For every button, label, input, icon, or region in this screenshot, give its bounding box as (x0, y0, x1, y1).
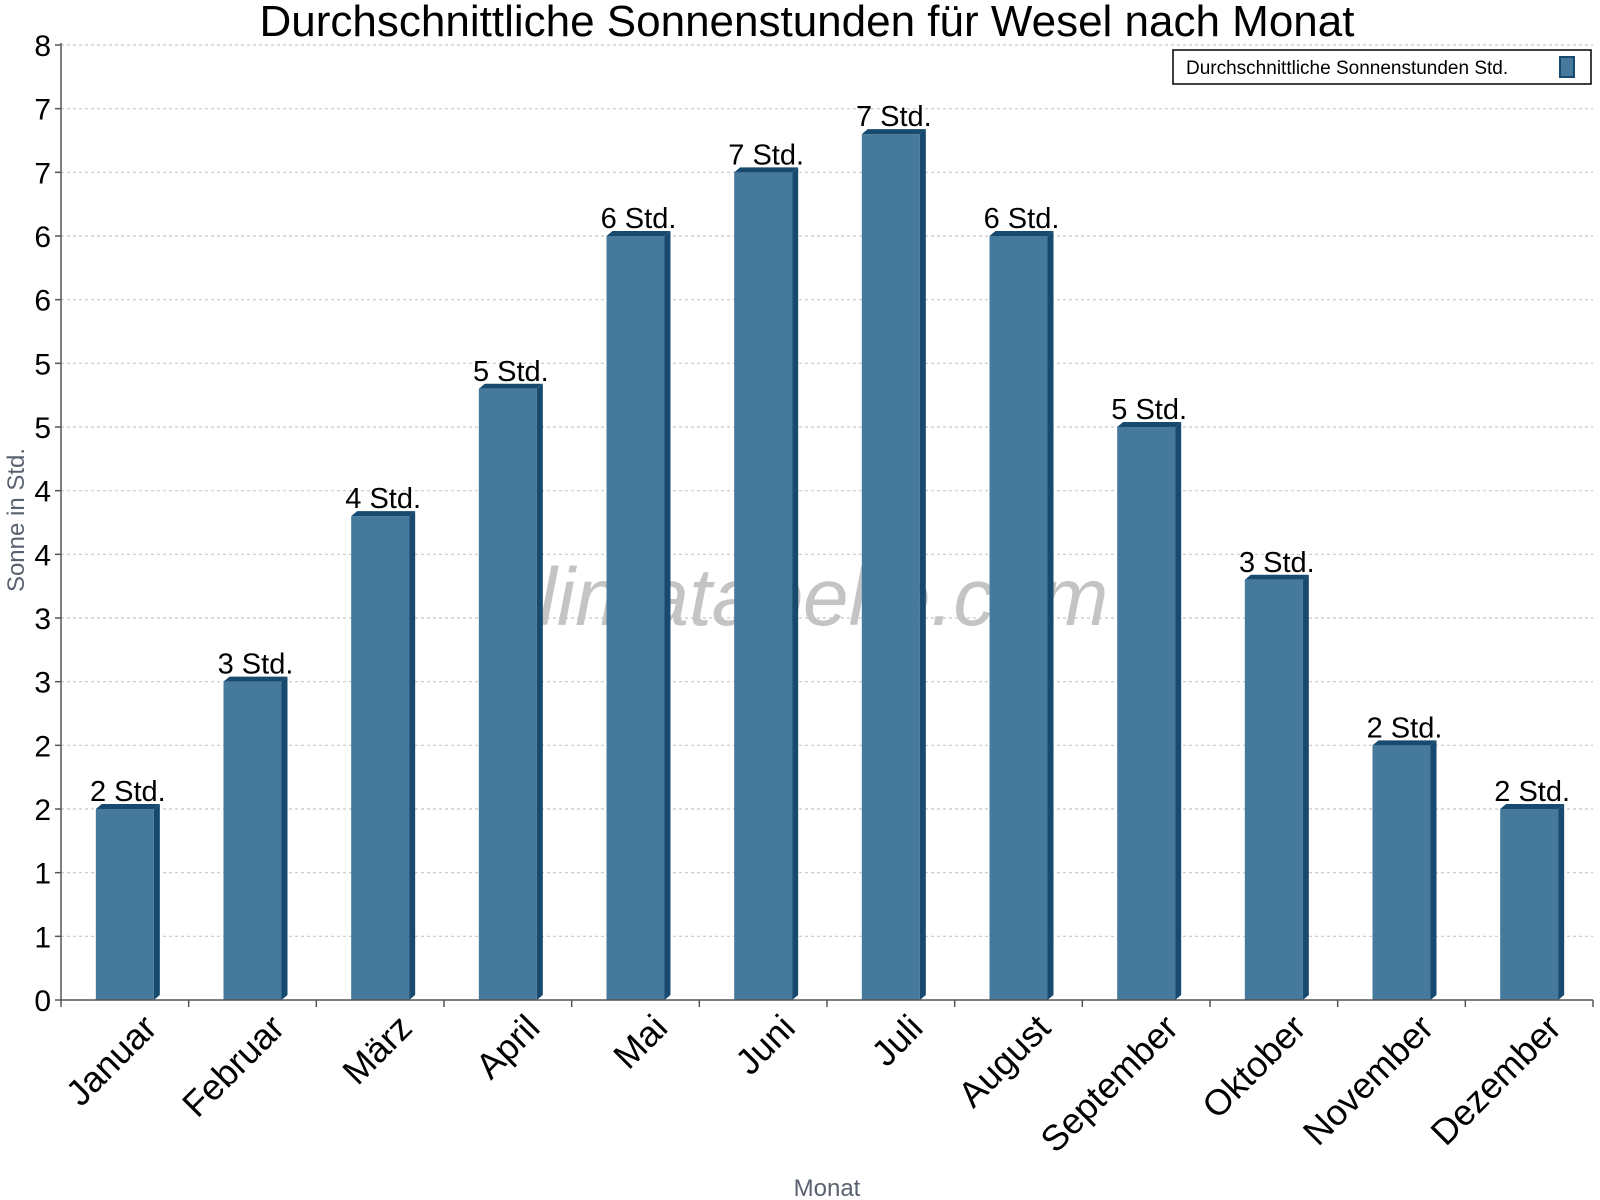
bar-side (1558, 804, 1565, 1000)
bar-value-label: 3 Std. (218, 649, 294, 681)
bar-value-label: 7 Std. (856, 101, 932, 133)
bar-top (351, 511, 416, 517)
bar-side (153, 804, 160, 1000)
legend: Durchschnittliche Sonnenstunden Std. (1172, 49, 1592, 85)
y-tick-label: 1 (34, 921, 51, 954)
grid-lines (61, 44, 1593, 937)
bar (351, 516, 410, 1000)
bar-side (1302, 574, 1309, 1000)
axes (55, 43, 1594, 1007)
bar-value-label: 5 Std. (473, 356, 549, 388)
legend-swatch (1559, 56, 1575, 78)
x-tick-label: Februar (174, 1007, 292, 1125)
y-axis-label: Sonne in Std. (3, 448, 30, 592)
y-tick-label: 7 (34, 157, 51, 190)
x-tick-label: Januar (58, 1007, 165, 1114)
chart-title: Durchschnittliche Sonnenstunden für Wese… (260, 0, 1355, 46)
x-tick-label: März (334, 1007, 420, 1093)
y-tick-label: 1 (34, 858, 51, 891)
bar-side (281, 676, 288, 1000)
x-tick-label: August (950, 1007, 1058, 1115)
bar-value-label: 2 Std. (1367, 712, 1443, 744)
y-tick-label: 0 (34, 985, 51, 1018)
bar-side (664, 231, 671, 1000)
y-tick-label: 8 (34, 30, 51, 63)
bar-value-label: 2 Std. (90, 776, 166, 808)
x-tick-label: Dezember (1422, 1007, 1568, 1153)
bar-value-label: 6 Std. (601, 203, 677, 235)
x-tick-labels: Januar Februar März April Mai Juni Juli AugustS… (58, 1007, 1569, 1161)
bar-value-label: 7 Std. (728, 139, 804, 171)
x-tick-label: Mai (605, 1007, 675, 1077)
bar (1500, 809, 1559, 1000)
y-tick-label: 6 (34, 221, 51, 254)
bar-top (734, 167, 799, 173)
bar-side (919, 129, 926, 1001)
y-tick-label: 5 (34, 412, 51, 445)
y-tick-labels: 0 1 1 2 2 3 3 4 4 5 5 6 6 7 7 8 (34, 30, 51, 1018)
bar (95, 809, 154, 1000)
legend-label: Durchschnittliche Sonnenstunden Std. (1186, 58, 1508, 79)
bar-side (409, 511, 416, 1000)
bar-side (792, 167, 799, 1001)
bar-value-label: 3 Std. (1239, 547, 1315, 579)
bar (478, 388, 537, 1000)
bar (1372, 745, 1431, 1000)
bar (989, 236, 1048, 1000)
x-axis-label: Monat (794, 1175, 861, 1200)
bar-side (1175, 422, 1182, 1000)
x-tick-label: November (1295, 1007, 1441, 1153)
x-tick-label: Oktober (1194, 1007, 1314, 1127)
y-tick-label: 4 (34, 476, 51, 509)
bar-top (861, 129, 926, 135)
bar-top (1500, 804, 1565, 809)
x-tick-label: Juni (727, 1007, 803, 1083)
bar-top (223, 676, 288, 682)
bar-value-label: 6 Std. (984, 203, 1060, 235)
y-tick-label: 3 (34, 603, 51, 636)
y-tick-label: 2 (34, 730, 51, 763)
bar-top (1372, 740, 1437, 746)
y-tick-label: 4 (34, 539, 51, 572)
x-tick-label: Juli (863, 1007, 930, 1074)
y-tick-label: 5 (34, 348, 51, 381)
y-tick-label: 6 (34, 285, 51, 318)
bar-top (478, 383, 543, 389)
bar-side (536, 383, 543, 1000)
x-tick-label: September (1032, 1007, 1186, 1161)
bar (606, 236, 665, 1000)
y-tick-label: 3 (34, 667, 51, 700)
y-tick-label: 2 (34, 794, 51, 827)
bar (861, 134, 920, 1001)
bar (223, 681, 282, 1000)
bar-top (1244, 574, 1309, 580)
legend-box (1172, 49, 1592, 85)
bar-top (989, 231, 1054, 236)
bar-value-label: 4 Std. (345, 483, 421, 515)
bar-side (1430, 740, 1437, 1000)
bar-value-label: 5 Std. (1111, 394, 1187, 426)
bar-value-label: 2 Std. (1494, 776, 1570, 808)
bar (734, 172, 793, 1001)
bar (1117, 427, 1176, 1000)
bar-top (1117, 422, 1182, 427)
bar-group: 2 Std. 3 Std. 4 Std. 5 Std. 6 Std. 7 Std. 7 St… (90, 101, 1570, 1001)
bar-side (1047, 231, 1054, 1000)
y-tick-label: 7 (34, 94, 51, 127)
x-tick-label: April (468, 1007, 548, 1087)
bar-top (606, 231, 671, 236)
bar (1244, 579, 1303, 1000)
bar-top (95, 804, 160, 809)
